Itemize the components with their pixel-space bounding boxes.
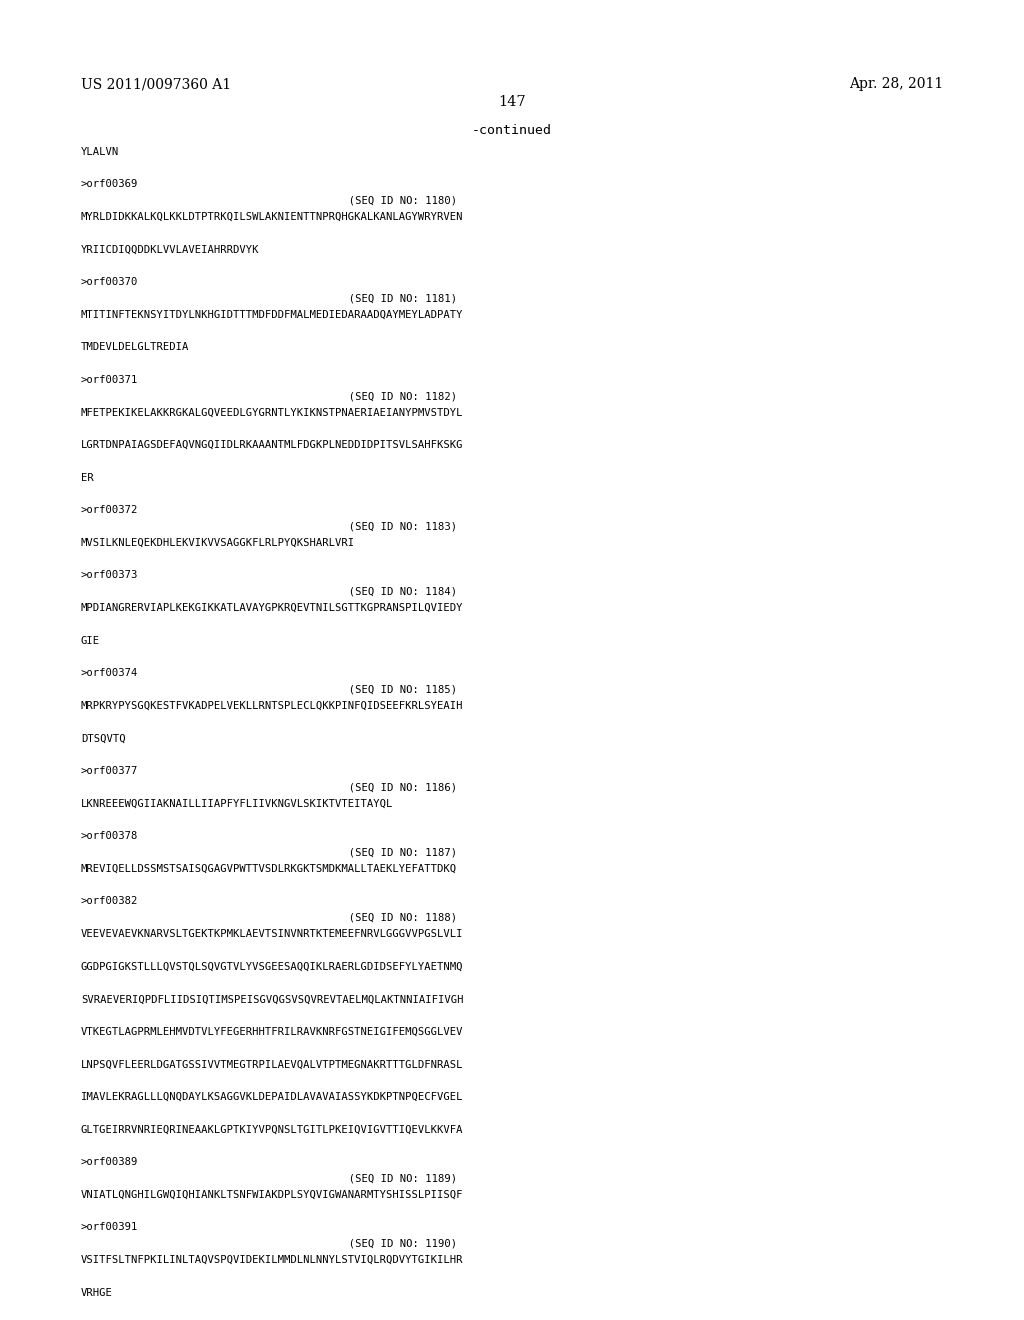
Text: DTSQVTQ: DTSQVTQ	[81, 734, 126, 743]
Text: LKNREEEWQGIIAKNAILLIIAPFYFLIIVKNGVLSKIKTVTEITAYQL: LKNREEEWQGIIAKNAILLIIAPFYFLIIVKNGVLSKIKT…	[81, 799, 393, 809]
Text: YRIICDIQQDDKLVVLAVEIAHRRDVYK: YRIICDIQQDDKLVVLAVEIAHRRDVYK	[81, 244, 259, 255]
Text: LNPSQVFLEERLDGATGSSIVVTMEGTRPILAEVQALVTPTMEGNAKRTTTGLDFNRASL: LNPSQVFLEERLDGATGSSIVVTMEGTRPILAEVQALVTP…	[81, 1060, 464, 1069]
Text: VSITFSLTNFPKILINLTAQVSPQVIDEKILMMDLNLNNYLSTVIQLRQDVYTGIKILHR: VSITFSLTNFPKILINLTAQVSPQVIDEKILMMDLNLNNY…	[81, 1255, 464, 1265]
Text: MVSILKNLEQEKDHLEKVIKVVSAGGKFLRLPYQKSHARLVRI: MVSILKNLEQEKDHLEKVIKVVSAGGKFLRLPYQKSHARL…	[81, 537, 355, 548]
Text: -continued: -continued	[472, 124, 552, 137]
Text: (SEQ ID NO: 1184): (SEQ ID NO: 1184)	[81, 586, 457, 597]
Text: >orf00378: >orf00378	[81, 832, 138, 841]
Text: MFETPEKIKELAKKRGKALGQVEEDLGYGRNTLYKIKNSTPNAERIAEIANYPMVSTDYL: MFETPEKIKELAKKRGKALGQVEEDLGYGRNTLYKIKNST…	[81, 408, 464, 417]
Text: >orf00373: >orf00373	[81, 570, 138, 581]
Text: (SEQ ID NO: 1183): (SEQ ID NO: 1183)	[81, 521, 457, 532]
Text: TMDEVLDELGLTREDIA: TMDEVLDELGLTREDIA	[81, 342, 189, 352]
Text: >orf00389: >orf00389	[81, 1158, 138, 1167]
Text: >orf00374: >orf00374	[81, 668, 138, 678]
Text: GIE: GIE	[81, 636, 100, 645]
Text: (SEQ ID NO: 1190): (SEQ ID NO: 1190)	[81, 1238, 457, 1249]
Text: VNIATLQNGHILGWQIQHIANKLTSNFWIAKDPLSYQVIGWANARMTYSHISSLPIISQF: VNIATLQNGHILGWQIQHIANKLTSNFWIAKDPLSYQVIG…	[81, 1189, 464, 1200]
Text: (SEQ ID NO: 1187): (SEQ ID NO: 1187)	[81, 847, 457, 858]
Text: VRHGE: VRHGE	[81, 1288, 113, 1298]
Text: (SEQ ID NO: 1189): (SEQ ID NO: 1189)	[81, 1173, 457, 1184]
Text: 147: 147	[499, 95, 525, 110]
Text: GLTGEIRRVNRIEQRINEAAKLGPTKIYVPQNSLTGITLPKEIQVIGVTTIQEVLKKVFA: GLTGEIRRVNRIEQRINEAAKLGPTKIYVPQNSLTGITLP…	[81, 1125, 464, 1135]
Text: >orf00377: >orf00377	[81, 766, 138, 776]
Text: (SEQ ID NO: 1180): (SEQ ID NO: 1180)	[81, 195, 457, 206]
Text: US 2011/0097360 A1: US 2011/0097360 A1	[81, 77, 231, 91]
Text: GGDPGIGKSTLLLQVSTQLSQVGTVLYVSGEESAQQIKLRAERLGDIDSEFYLYAETNMQ: GGDPGIGKSTLLLQVSTQLSQVGTVLYVSGEESAQQIKLR…	[81, 961, 464, 972]
Text: (SEQ ID NO: 1188): (SEQ ID NO: 1188)	[81, 912, 457, 923]
Text: (SEQ ID NO: 1181): (SEQ ID NO: 1181)	[81, 293, 457, 304]
Text: >orf00382: >orf00382	[81, 896, 138, 907]
Text: (SEQ ID NO: 1185): (SEQ ID NO: 1185)	[81, 685, 457, 694]
Text: LGRTDNPAIAGSDEFAQVNGQIIDLRKAAANTMLFDGKPLNEDDIDPITSVLSAHFKSKG: LGRTDNPAIAGSDEFAQVNGQIIDLRKAAANTMLFDGKPL…	[81, 440, 464, 450]
Text: MPDIANGRERVIAPLKEKGIKKATLAVAYGPKRQEVTNILSGTTKGPRANSPILQVIEDY: MPDIANGRERVIAPLKEKGIKKATLAVAYGPKRQEVTNIL…	[81, 603, 464, 612]
Text: (SEQ ID NO: 1182): (SEQ ID NO: 1182)	[81, 391, 457, 401]
Text: >orf00369: >orf00369	[81, 180, 138, 189]
Text: >orf00371: >orf00371	[81, 375, 138, 384]
Text: >orf00370: >orf00370	[81, 277, 138, 286]
Text: MYRLDIDKKALKQLKKLDTPTRKQILSWLAKNIENTTNPRQHGKALKANLAGYWRYRVEN: MYRLDIDKKALKQLKKLDTPTRKQILSWLAKNIENTTNPR…	[81, 211, 464, 222]
Text: MRPKRYPYSGQKESTFVKADPELVEKLLRNTSPLECLQKKPINFQIDSEEFKRLSYEAIH: MRPKRYPYSGQKESTFVKADPELVEKLLRNTSPLECLQKK…	[81, 701, 464, 710]
Text: (SEQ ID NO: 1186): (SEQ ID NO: 1186)	[81, 783, 457, 792]
Text: >orf00391: >orf00391	[81, 1222, 138, 1233]
Text: SVRAEVERIQPDFLIIDSIQTIMSPEISGVQGSVSQVREVTAELMQLAKTNNIAIFIVGH: SVRAEVERIQPDFLIIDSIQTIMSPEISGVQGSVSQVREV…	[81, 994, 464, 1005]
Text: IMAVLEKRAGLLLQNQDAYLKSAGGVKLDEPAIDLAVAVAIASSYKDKPTNPQECFVGEL: IMAVLEKRAGLLLQNQDAYLKSAGGVKLDEPAIDLAVAVA…	[81, 1092, 464, 1102]
Text: >orf00372: >orf00372	[81, 506, 138, 515]
Text: YLALVN: YLALVN	[81, 147, 119, 157]
Text: VTKEGTLAGPRMLEHMVDTVLYFEGERHHTFRILRAVKNRFGSTNEIGIFEMQSGGLVEV: VTKEGTLAGPRMLEHMVDTVLYFEGERHHTFRILRAVKNR…	[81, 1027, 464, 1036]
Text: VEEVEVAEVKNARVSLTGEKTKPMKLAEVTSINVNRTKTEMEEFNRVLGGGVVPGSLVLI: VEEVEVAEVKNARVSLTGEKTKPMKLAEVTSINVNRTKTE…	[81, 929, 464, 939]
Text: Apr. 28, 2011: Apr. 28, 2011	[849, 77, 943, 91]
Text: MREVIQELLDSSMSTSAISQGAGVPWTTVSDLRKGKTSMDKMALLTAEKLYEFATTDKQ: MREVIQELLDSSMSTSAISQGAGVPWTTVSDLRKGKTSMD…	[81, 863, 457, 874]
Text: MTITINFTEKNSYITDYLNKHGIDTTTMDFDDFMALMEDIEDARAADQAYMEYLADPATY: MTITINFTEKNSYITDYLNKHGIDTTTMDFDDFMALMEDI…	[81, 309, 464, 319]
Text: ER: ER	[81, 473, 93, 483]
